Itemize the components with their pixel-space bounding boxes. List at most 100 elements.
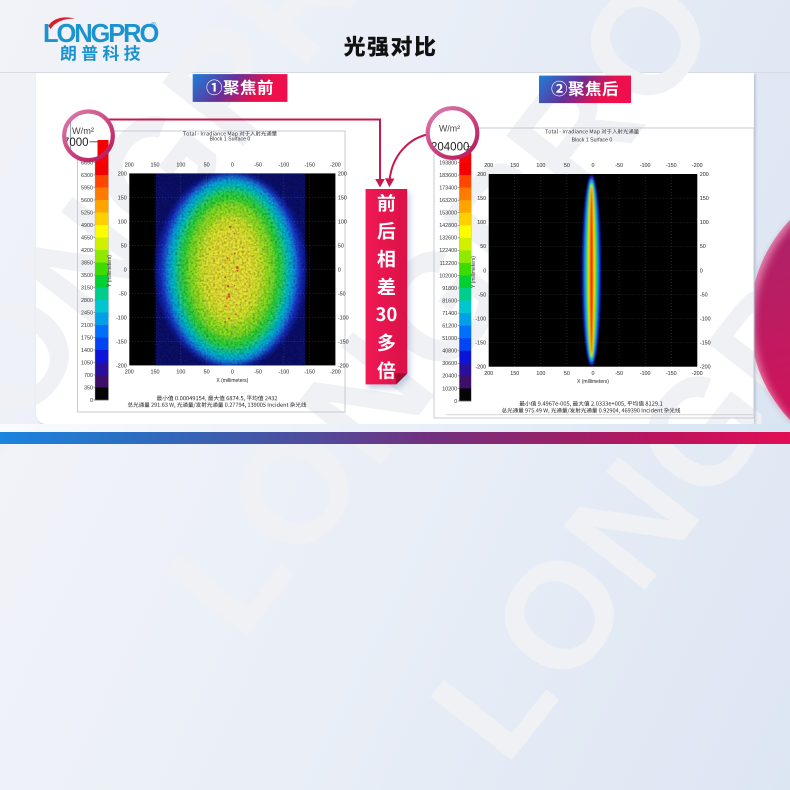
svg-text:50: 50 bbox=[204, 162, 210, 168]
svg-text:-200: -200 bbox=[475, 365, 486, 371]
svg-text:5250: 5250 bbox=[81, 210, 93, 216]
svg-text:LONGPRO: LONGPRO bbox=[43, 20, 158, 48]
svg-text:-100: -100 bbox=[640, 163, 651, 169]
svg-text:-150: -150 bbox=[666, 371, 677, 377]
svg-text:150: 150 bbox=[510, 371, 519, 377]
svg-text:-50: -50 bbox=[119, 291, 127, 297]
svg-text:3150: 3150 bbox=[81, 285, 93, 291]
svg-text:200: 200 bbox=[484, 163, 493, 169]
svg-text:4550: 4550 bbox=[81, 235, 93, 241]
svg-text:71400: 71400 bbox=[442, 311, 457, 317]
svg-text:-200: -200 bbox=[338, 363, 349, 369]
svg-text:200: 200 bbox=[118, 171, 127, 177]
svg-text:-150: -150 bbox=[700, 341, 711, 347]
svg-text:50: 50 bbox=[480, 244, 486, 250]
svg-text:3500: 3500 bbox=[81, 273, 93, 279]
svg-text:3850: 3850 bbox=[81, 260, 93, 266]
svg-text:Y (millimeters): Y (millimeters) bbox=[471, 256, 477, 288]
svg-text:150: 150 bbox=[700, 196, 709, 202]
svg-text:-200: -200 bbox=[330, 370, 341, 376]
svg-text:0: 0 bbox=[124, 267, 127, 273]
svg-text:150: 150 bbox=[151, 370, 160, 376]
svg-text:®: ® bbox=[151, 21, 157, 30]
svg-text:-50: -50 bbox=[615, 371, 623, 377]
svg-text:-50: -50 bbox=[615, 163, 623, 169]
svg-text:Block 1 Surface 0: Block 1 Surface 0 bbox=[210, 137, 251, 143]
svg-text:100: 100 bbox=[477, 220, 486, 226]
svg-text:0: 0 bbox=[90, 398, 93, 404]
svg-text:50: 50 bbox=[338, 243, 344, 249]
svg-text:122400: 122400 bbox=[439, 248, 457, 254]
svg-text:142800: 142800 bbox=[439, 223, 457, 229]
svg-text:2800: 2800 bbox=[81, 298, 93, 304]
svg-text:183600: 183600 bbox=[439, 173, 457, 179]
svg-text:6300: 6300 bbox=[81, 173, 93, 179]
svg-text:150: 150 bbox=[510, 163, 519, 169]
svg-text:20400: 20400 bbox=[442, 374, 457, 380]
svg-text:50: 50 bbox=[564, 371, 570, 377]
svg-text:204000: 204000 bbox=[431, 142, 469, 154]
svg-text:100: 100 bbox=[118, 219, 127, 225]
svg-text:112200: 112200 bbox=[440, 261, 458, 267]
svg-text:100: 100 bbox=[536, 371, 545, 377]
svg-text:-100: -100 bbox=[640, 371, 651, 377]
svg-text:153000: 153000 bbox=[439, 211, 457, 217]
svg-text:1400: 1400 bbox=[81, 348, 93, 354]
svg-text:-200: -200 bbox=[692, 163, 703, 169]
svg-text:-150: -150 bbox=[116, 339, 127, 345]
svg-text:-200: -200 bbox=[692, 371, 703, 377]
svg-text:200: 200 bbox=[338, 171, 347, 177]
svg-text:10200: 10200 bbox=[442, 386, 457, 392]
svg-text:1750: 1750 bbox=[81, 335, 93, 341]
svg-text:X (millimeters): X (millimeters) bbox=[216, 378, 248, 384]
svg-text:-100: -100 bbox=[700, 316, 711, 322]
svg-text:30600: 30600 bbox=[442, 361, 457, 367]
svg-text:5950: 5950 bbox=[81, 185, 93, 191]
svg-text:102000: 102000 bbox=[439, 273, 457, 279]
svg-text:-50: -50 bbox=[254, 162, 262, 168]
svg-text:-200: -200 bbox=[330, 162, 341, 168]
svg-text:51000: 51000 bbox=[442, 336, 457, 342]
svg-text:163200: 163200 bbox=[439, 198, 457, 204]
svg-text:150: 150 bbox=[118, 195, 127, 201]
svg-text:0: 0 bbox=[231, 162, 234, 168]
svg-text:0: 0 bbox=[700, 268, 703, 274]
svg-text:100: 100 bbox=[700, 220, 709, 226]
svg-text:-200: -200 bbox=[700, 365, 711, 371]
svg-text:-50: -50 bbox=[338, 291, 346, 297]
svg-text:200: 200 bbox=[125, 162, 134, 168]
svg-text:200: 200 bbox=[477, 172, 486, 178]
svg-text:-50: -50 bbox=[478, 292, 486, 298]
svg-text:1050: 1050 bbox=[81, 360, 93, 366]
svg-text:-150: -150 bbox=[304, 370, 315, 376]
svg-text:150: 150 bbox=[477, 196, 486, 202]
svg-text:-150: -150 bbox=[666, 163, 677, 169]
svg-text:-100: -100 bbox=[475, 316, 486, 322]
svg-text:0: 0 bbox=[483, 268, 486, 274]
svg-text:Block 1 Surface 0: Block 1 Surface 0 bbox=[572, 137, 613, 143]
svg-text:2450: 2450 bbox=[81, 310, 93, 316]
svg-text:4200: 4200 bbox=[81, 248, 93, 254]
svg-text:-100: -100 bbox=[278, 370, 289, 376]
svg-text:50: 50 bbox=[121, 243, 127, 249]
svg-text:132600: 132600 bbox=[439, 236, 457, 242]
svg-text:40800: 40800 bbox=[442, 349, 457, 355]
svg-text:173400: 173400 bbox=[439, 185, 457, 191]
svg-text:-200: -200 bbox=[116, 363, 127, 369]
svg-text:-100: -100 bbox=[338, 315, 349, 321]
svg-text:150: 150 bbox=[151, 162, 160, 168]
svg-text:2100: 2100 bbox=[81, 323, 93, 329]
svg-text:200: 200 bbox=[125, 370, 134, 376]
svg-text:50: 50 bbox=[564, 163, 570, 169]
svg-text:Y (millimeters): Y (millimeters) bbox=[107, 255, 113, 287]
svg-text:0: 0 bbox=[592, 371, 595, 377]
svg-text:200: 200 bbox=[700, 172, 709, 178]
svg-text:81600: 81600 bbox=[442, 298, 457, 304]
svg-text:6650: 6650 bbox=[81, 160, 93, 166]
svg-text:200: 200 bbox=[484, 371, 493, 377]
svg-text:-150: -150 bbox=[304, 162, 315, 168]
svg-text:100: 100 bbox=[176, 162, 185, 168]
svg-text:350: 350 bbox=[84, 385, 93, 391]
svg-text:-50: -50 bbox=[254, 370, 262, 376]
svg-text:-100: -100 bbox=[116, 315, 127, 321]
